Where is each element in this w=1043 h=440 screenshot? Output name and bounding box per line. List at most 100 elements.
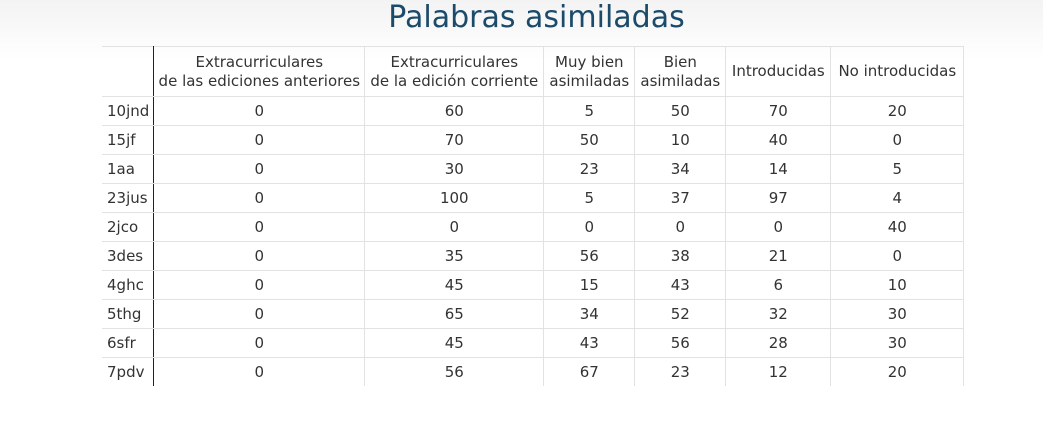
column-header-line1: Extracurriculares: [195, 52, 324, 71]
table-cell: 6: [725, 270, 832, 300]
table-cell: 12: [725, 357, 832, 386]
table-body: 10jnd 0 60 5 50 70 20 15jf 0 70 50 10 40…: [102, 96, 965, 386]
table-cell: 34: [634, 154, 727, 184]
row-label: 10jnd: [102, 96, 155, 126]
table-row: 3des 0 35 56 38 21 0: [102, 241, 965, 271]
table-cell: 40: [830, 212, 965, 242]
table-cell: 32: [725, 299, 832, 329]
table-row: 1aa 0 30 23 34 14 5: [102, 154, 965, 184]
table-cell: 43: [543, 328, 636, 358]
table-cell: 67: [543, 357, 636, 386]
table-cell: 0: [364, 212, 545, 242]
table-cell: 30: [830, 328, 965, 358]
table-cell: 5: [543, 183, 636, 213]
column-header-line2: asimiladas: [640, 71, 721, 90]
table-cell: 0: [153, 154, 366, 184]
table-cell: 70: [364, 125, 545, 155]
table-cell: 14: [725, 154, 832, 184]
table-cell: 15: [543, 270, 636, 300]
table-cell: 0: [153, 125, 366, 155]
table-cell: 30: [364, 154, 545, 184]
column-header-introduced: Introducidas: [725, 46, 832, 97]
table-row: 10jnd 0 60 5 50 70 20: [102, 96, 965, 126]
table-cell: 23: [543, 154, 636, 184]
corner-cell: [102, 46, 155, 97]
words-table: Extracurriculares de las ediciones anter…: [102, 46, 965, 386]
table-cell: 0: [153, 183, 366, 213]
table-cell: 45: [364, 270, 545, 300]
table-row: 4ghc 0 45 15 43 6 10: [102, 270, 965, 300]
table-cell: 0: [153, 299, 366, 329]
table-cell: 28: [725, 328, 832, 358]
table-cell: 0: [543, 212, 636, 242]
table-cell: 21: [725, 241, 832, 271]
page-title: Palabras asimiladas: [388, 0, 685, 35]
table-cell: 56: [543, 241, 636, 271]
row-label: 23jus: [102, 183, 155, 213]
table-cell: 0: [153, 212, 366, 242]
table-cell: 10: [634, 125, 727, 155]
row-label: 1aa: [102, 154, 155, 184]
table-header: Extracurriculares de las ediciones anter…: [102, 46, 965, 97]
column-header-very-well-assimilated: Muy bien asimiladas: [543, 46, 636, 97]
table-cell: 100: [364, 183, 545, 213]
table-cell: 52: [634, 299, 727, 329]
table-cell: 0: [153, 328, 366, 358]
table-cell: 50: [543, 125, 636, 155]
table-row: 5thg 0 65 34 52 32 30: [102, 299, 965, 329]
table-cell: 0: [153, 357, 366, 386]
row-label: 7pdv: [102, 357, 155, 386]
table-row: 15jf 0 70 50 10 40 0: [102, 125, 965, 155]
column-header-line1: Bien: [663, 52, 697, 71]
table-cell: 20: [830, 96, 965, 126]
row-label: 6sfr: [102, 328, 155, 358]
table-cell: 38: [634, 241, 727, 271]
row-label: 2jco: [102, 212, 155, 242]
table-cell: 0: [153, 270, 366, 300]
table-cell: 20: [830, 357, 965, 386]
table-row: 7pdv 0 56 67 23 12 20: [102, 357, 965, 386]
table-cell: 30: [830, 299, 965, 329]
column-header-line1: Introducidas: [731, 62, 825, 80]
table-row: 2jco 0 0 0 0 0 40: [102, 212, 965, 242]
data-table-container: Extracurriculares de las ediciones anter…: [102, 46, 965, 386]
table-cell: 35: [364, 241, 545, 271]
column-header-well-assimilated: Bien asimiladas: [634, 46, 727, 97]
column-header-line1: Extracurriculares: [390, 52, 519, 71]
table-cell: 70: [725, 96, 832, 126]
column-header-line2: de las ediciones anteriores: [158, 71, 361, 90]
row-label: 5thg: [102, 299, 155, 329]
table-row: 23jus 0 100 5 37 97 4: [102, 183, 965, 213]
table-cell: 0: [830, 125, 965, 155]
table-cell: 0: [830, 241, 965, 271]
table-cell: 4: [830, 183, 965, 213]
table-cell: 34: [543, 299, 636, 329]
header-row: Extracurriculares de las ediciones anter…: [102, 46, 965, 97]
table-cell: 0: [634, 212, 727, 242]
table-cell: 56: [634, 328, 727, 358]
column-header-not-introduced: No introducidas: [830, 46, 965, 97]
column-header-line1: Muy bien: [555, 52, 624, 71]
table-cell: 45: [364, 328, 545, 358]
table-cell: 5: [543, 96, 636, 126]
column-header-line2: asimiladas: [549, 71, 630, 90]
table-cell: 97: [725, 183, 832, 213]
table-cell: 40: [725, 125, 832, 155]
column-header-prev-extracurricular: Extracurriculares de las ediciones anter…: [153, 46, 366, 97]
column-header-current-extracurricular: Extracurriculares de la edición corrient…: [364, 46, 545, 97]
table-cell: 0: [153, 96, 366, 126]
row-label: 4ghc: [102, 270, 155, 300]
column-header-line2: de la edición corriente: [370, 71, 539, 90]
table-cell: 65: [364, 299, 545, 329]
table-cell: 10: [830, 270, 965, 300]
table-cell: 37: [634, 183, 727, 213]
table-cell: 56: [364, 357, 545, 386]
table-cell: 0: [153, 241, 366, 271]
table-cell: 5: [830, 154, 965, 184]
row-label: 15jf: [102, 125, 155, 155]
table-cell: 60: [364, 96, 545, 126]
table-cell: 23: [634, 357, 727, 386]
table-cell: 50: [634, 96, 727, 126]
table-cell: 0: [725, 212, 832, 242]
column-header-line1: No introducidas: [838, 62, 957, 80]
